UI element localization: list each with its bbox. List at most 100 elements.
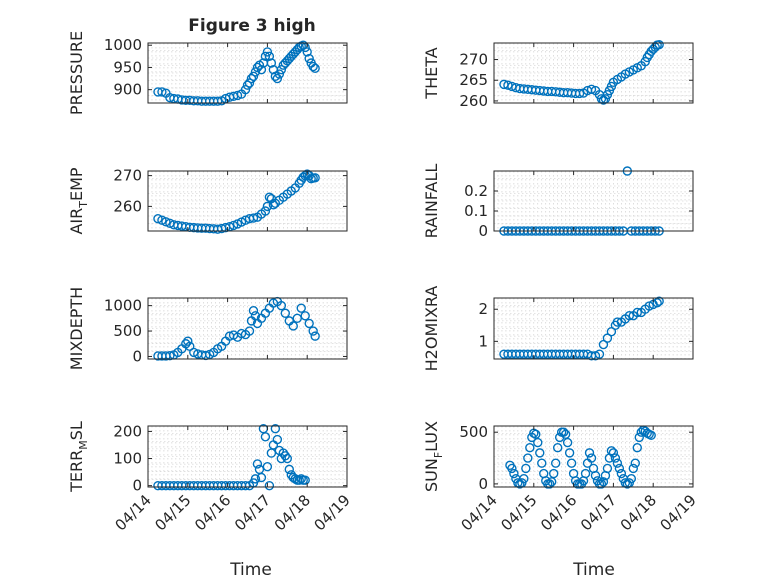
data-point xyxy=(165,350,175,361)
data-point xyxy=(276,300,287,311)
data-point xyxy=(242,80,253,90)
data-point xyxy=(564,448,575,458)
data-point xyxy=(264,192,275,202)
data-point xyxy=(272,73,283,84)
data-point xyxy=(266,58,277,68)
series-markers xyxy=(505,425,656,489)
data-point xyxy=(523,453,533,463)
data-point xyxy=(248,213,259,223)
data-point xyxy=(531,429,541,439)
y-axis-label: SUNFLUX xyxy=(422,421,445,492)
data-point xyxy=(296,303,306,313)
data-point xyxy=(268,200,279,210)
data-point xyxy=(608,448,619,458)
axes-frame xyxy=(147,170,348,232)
data-point xyxy=(519,474,529,484)
data-point xyxy=(533,437,543,448)
data-point xyxy=(624,310,635,321)
data-point xyxy=(310,173,320,183)
data-point xyxy=(586,453,597,463)
data-point xyxy=(550,458,561,468)
subplot-theta: 260 265 270 THETA xyxy=(422,39,694,110)
x-tick-label: 04/16 xyxy=(537,491,580,534)
x-tick-label: 04/19 xyxy=(311,491,354,534)
data-point xyxy=(616,468,627,479)
x-tick-label: 04/18 xyxy=(271,491,314,534)
y-tick-label: 260 xyxy=(113,197,142,215)
data-point xyxy=(183,336,193,346)
data-point xyxy=(300,475,310,485)
data-point xyxy=(284,464,294,475)
y-tick-label: 0.2 xyxy=(464,182,488,200)
data-point xyxy=(240,480,251,491)
data-point xyxy=(288,321,298,331)
data-point xyxy=(272,434,283,445)
data-point xyxy=(507,463,517,474)
data-point xyxy=(310,63,320,74)
data-point xyxy=(280,451,291,461)
data-point xyxy=(626,474,637,484)
data-point xyxy=(612,317,623,327)
x-tick-label: 04/14 xyxy=(112,491,155,534)
data-point xyxy=(244,78,255,88)
axes-frame xyxy=(147,42,348,104)
data-point xyxy=(248,71,259,82)
y-axis-label: AIRTEMP xyxy=(67,167,90,234)
grid-lines xyxy=(494,171,693,231)
axes-frame xyxy=(493,42,694,104)
data-point xyxy=(304,318,314,329)
data-point xyxy=(558,427,569,437)
data-point xyxy=(654,296,664,306)
data-point xyxy=(262,47,273,57)
data-point xyxy=(274,69,285,79)
data-point xyxy=(632,443,642,453)
x-tick-label: 04/14 xyxy=(458,491,501,534)
data-point xyxy=(252,459,263,469)
data-point xyxy=(594,349,605,359)
data-point xyxy=(282,453,292,464)
y-tick-label: 500 xyxy=(459,423,488,441)
data-point xyxy=(250,67,261,77)
subplot-pressure: 900 950 1000 PRESSURE xyxy=(67,31,348,115)
y-tick-label: 0 xyxy=(132,347,142,365)
data-point xyxy=(262,201,273,212)
data-point xyxy=(586,84,597,95)
x-tick-label: 04/17 xyxy=(231,491,274,534)
x-tick-label: 04/15 xyxy=(151,491,194,534)
data-point xyxy=(537,458,547,468)
y-tick-label: 0 xyxy=(478,475,488,493)
data-point xyxy=(509,468,519,479)
data-point xyxy=(598,477,609,487)
data-point xyxy=(246,73,257,84)
data-point xyxy=(535,448,545,458)
grid-lines xyxy=(148,426,347,487)
data-point xyxy=(276,64,287,75)
data-point xyxy=(294,475,304,485)
y-axis-label: TERRMSL xyxy=(67,421,90,493)
y-axis-label: PRESSURE xyxy=(67,31,86,115)
data-point xyxy=(652,298,662,308)
y-tick-label: 950 xyxy=(113,58,142,76)
data-point xyxy=(549,468,559,479)
x-tick-label: 04/18 xyxy=(617,491,660,534)
data-point xyxy=(552,443,563,453)
data-point xyxy=(606,446,617,456)
data-point xyxy=(310,331,320,341)
data-point xyxy=(560,429,571,439)
data-point xyxy=(630,458,640,468)
data-point xyxy=(566,458,577,468)
y-tick-label: 500 xyxy=(113,322,142,340)
data-point xyxy=(244,326,255,336)
data-point xyxy=(280,308,291,318)
data-point xyxy=(260,206,271,216)
x-tick-label: 04/19 xyxy=(657,491,700,534)
data-point xyxy=(240,84,251,95)
data-point xyxy=(632,307,642,318)
x-tick-label: 04/15 xyxy=(497,491,540,534)
data-point xyxy=(250,474,261,484)
y-tick-label: 200 xyxy=(113,422,142,440)
